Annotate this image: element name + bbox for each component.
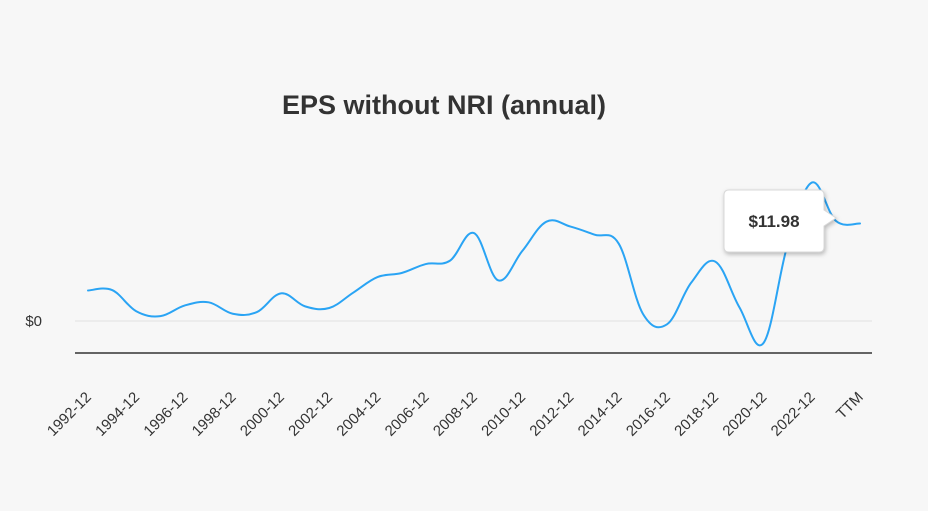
data-point-2011-12[interactable]: [543, 219, 549, 225]
data-point-2014-12[interactable]: [616, 241, 622, 247]
data-point-2003-12[interactable]: [350, 290, 356, 296]
data-point-2001-12[interactable]: [302, 303, 308, 309]
y-tick-label-0: $0: [25, 313, 42, 330]
data-point-1996-12[interactable]: [182, 303, 188, 309]
data-point-2016-12[interactable]: [664, 321, 670, 327]
data-point-2020-12[interactable]: [761, 340, 767, 346]
x-tick-label: 2020-12: [719, 389, 770, 440]
data-point-1992-12[interactable]: [85, 288, 91, 294]
data-point-TTM[interactable]: [857, 220, 863, 226]
data-point-2012-12[interactable]: [568, 224, 574, 230]
eps-series-line[interactable]: [87, 181, 861, 347]
data-point-2007-12[interactable]: [447, 258, 453, 264]
x-tick-label: 2012-12: [526, 389, 577, 440]
data-point-2018-12[interactable]: [712, 259, 718, 265]
x-tick-label: 2002-12: [285, 389, 336, 440]
x-tick-label: 2008-12: [430, 389, 481, 440]
data-point-2005-12[interactable]: [399, 270, 405, 276]
chart-title: EPS without NRI (annual): [282, 90, 606, 120]
data-point-2017-12[interactable]: [688, 280, 694, 286]
data-point-1993-12[interactable]: [109, 287, 115, 293]
data-point-2008-12[interactable]: [471, 230, 477, 236]
data-point-2002-12[interactable]: [326, 305, 332, 311]
data-point-2015-12[interactable]: [640, 311, 646, 317]
x-tick-label: 1992-12: [44, 389, 95, 440]
data-point-1997-12[interactable]: [206, 299, 212, 305]
data-point-2013-12[interactable]: [592, 232, 598, 238]
x-tick-label: 2004-12: [333, 389, 384, 440]
x-tick-label: 1998-12: [189, 389, 240, 440]
x-tick-label: 2006-12: [382, 389, 433, 440]
x-tick-label: 2018-12: [671, 389, 722, 440]
tooltip-box: [723, 189, 837, 253]
x-tick-label: 2016-12: [623, 389, 674, 440]
x-tick-label: 2010-12: [478, 389, 529, 440]
x-tick-label: 1994-12: [92, 389, 143, 440]
data-point-1998-12[interactable]: [230, 311, 236, 317]
data-point-2006-12[interactable]: [423, 261, 429, 267]
x-axis-tick-labels: 1992-121994-121996-121998-122000-122002-…: [44, 389, 867, 440]
data-point-1995-12[interactable]: [157, 313, 163, 319]
data-point-1994-12[interactable]: [133, 308, 139, 314]
data-point-2019-12[interactable]: [736, 304, 742, 310]
value-tooltip: $11.98: [723, 189, 837, 253]
x-tick-label: 2000-12: [237, 389, 288, 440]
x-tick-label: 2022-12: [768, 389, 819, 440]
data-point-2010-12[interactable]: [519, 248, 525, 254]
data-point-2009-12[interactable]: [495, 277, 501, 283]
data-point-2004-12[interactable]: [375, 274, 381, 280]
tooltip-value: $11.98: [748, 212, 799, 231]
x-tick-label: TTM: [833, 389, 867, 423]
x-tick-label: 2014-12: [575, 389, 626, 440]
data-point-2022-12[interactable]: [809, 180, 815, 186]
x-tick-label: 1996-12: [140, 389, 191, 440]
data-point-1999-12[interactable]: [254, 309, 260, 315]
data-point-2000-12[interactable]: [278, 290, 284, 296]
